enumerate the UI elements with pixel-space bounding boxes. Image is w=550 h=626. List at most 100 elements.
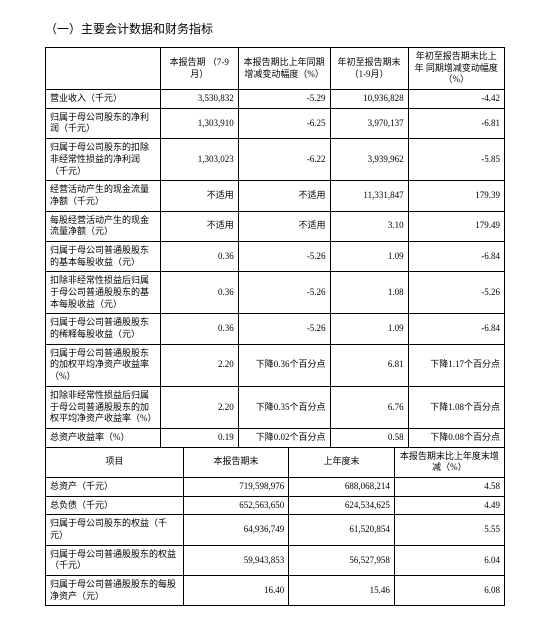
row-label: 归属于母公司股东的净利润（千元） (46, 108, 161, 138)
cell-value: 1.09 (330, 314, 408, 344)
cell-value: 4.49 (394, 496, 504, 515)
cell-value: 6.76 (330, 386, 408, 428)
col-header: 本报告期末 (183, 447, 289, 477)
cell-value: 0.36 (160, 241, 238, 271)
cell-value: -6.84 (408, 314, 504, 344)
cell-value: 2.20 (160, 344, 238, 386)
table-row: 总负债（千元）652,563,650624,534,6254.49 (46, 496, 505, 515)
cell-value: 0.58 (330, 428, 408, 447)
table-row: 扣除非经常性损益后归属于母公司普通股股东的加权平均净资产收益率（%）2.20下降… (46, 386, 505, 428)
row-label: 归属于母公司普通股股东的加权平均净资产收益率（%） (46, 344, 161, 386)
table-row: 归属于母公司股东的净利润（千元）1,303,910-6.253,970,137-… (46, 108, 505, 138)
cell-value: 6.81 (330, 344, 408, 386)
cell-value: 11,331,847 (330, 181, 408, 211)
cell-value: -5.85 (408, 139, 504, 181)
cell-value: 不适用 (238, 181, 330, 211)
row-label: 每股经营活动产生的现金流量净额（元） (46, 211, 161, 241)
cell-value: 下降1.08个百分点 (408, 386, 504, 428)
cell-value: 64,936,749 (183, 515, 289, 545)
cell-value: 179.49 (408, 211, 504, 241)
cell-value: 624,534,625 (289, 496, 395, 515)
row-label: 归属于母公司普通股股东的权益（千元） (46, 545, 184, 575)
cell-value: 不适用 (160, 211, 238, 241)
cell-value: 下降0.02个百分点 (238, 428, 330, 447)
row-label: 营业收入（千元） (46, 90, 161, 109)
cell-value: 下降0.36个百分点 (238, 344, 330, 386)
cell-value: 10,936,828 (330, 90, 408, 109)
cell-value: 0.36 (160, 272, 238, 314)
cell-value: 不适用 (238, 211, 330, 241)
table-row: 每股经营活动产生的现金流量净额（元）不适用不适用3.10179.49 (46, 211, 505, 241)
cell-value: 1,303,023 (160, 139, 238, 181)
cell-value: -6.25 (238, 108, 330, 138)
cell-value: -5.29 (238, 90, 330, 109)
cell-value: 3,530,832 (160, 90, 238, 109)
row-label: 经营活动产生的现金流量净额（千元） (46, 181, 161, 211)
cell-value: 719,598,976 (183, 477, 289, 496)
row-label: 总资产收益率（%） (46, 428, 161, 447)
table-row: 营业收入（千元）3,530,832-5.2910,936,828-4.42 (46, 90, 505, 109)
col-header: 年初至报告期末比上年 同期增减变动幅度（%） (408, 48, 504, 90)
cell-value: -6.81 (408, 108, 504, 138)
cell-value: 1,303,910 (160, 108, 238, 138)
cell-value: 688,068,214 (289, 477, 395, 496)
row-label: 归属于母公司普通股股东的每股净资产（元） (46, 576, 184, 606)
col-header: 本报告期比上年同期 增减变动幅度（%） (238, 48, 330, 90)
financial-table-2: 项目本报告期末上年度末本报告期末比上年度末增减（%）总资产（千元）719,598… (45, 447, 505, 607)
cell-value: 下降1.17个百分点 (408, 344, 504, 386)
cell-value: 下降0.35个百分点 (238, 386, 330, 428)
cell-value: 0.19 (160, 428, 238, 447)
cell-value: -6.22 (238, 139, 330, 181)
table-row: 归属于母公司普通股股东的基本每股收益（元）0.36-5.261.09-6.84 (46, 241, 505, 271)
cell-value: 6.04 (394, 545, 504, 575)
financial-table-1: 本报告期 （7-9月）本报告期比上年同期 增减变动幅度（%）年初至报告期末 （1… (45, 47, 505, 448)
cell-value: -5.26 (238, 241, 330, 271)
cell-value: 3,939,962 (330, 139, 408, 181)
cell-value: 179.39 (408, 181, 504, 211)
col-header: 年初至报告期末 （1-9月） (330, 48, 408, 90)
row-label: 扣除非经常性损益后归属于母公司普通股股东的基本每股收益（元） (46, 272, 161, 314)
cell-value: 6.08 (394, 576, 504, 606)
cell-value: 1.08 (330, 272, 408, 314)
cell-value: 3,970,137 (330, 108, 408, 138)
row-label: 归属于母公司普通股股东的稀释每股收益（元） (46, 314, 161, 344)
row-label: 归属于母公司股东的权益（千元） (46, 515, 184, 545)
table-row: 归属于母公司普通股股东的稀释每股收益（元）0.36-5.261.09-6.84 (46, 314, 505, 344)
table-row: 归属于母公司普通股股东的每股净资产（元）16.4015.466.08 (46, 576, 505, 606)
col-header: 项目 (46, 447, 184, 477)
cell-value: 下降0.08个百分点 (408, 428, 504, 447)
row-label: 总负债（千元） (46, 496, 184, 515)
table-row: 归属于母公司股东的扣除非经常性损益的净利润（千元）1,303,023-6.223… (46, 139, 505, 181)
table-row: 归属于母公司股东的权益（千元）64,936,74961,520,8545.55 (46, 515, 505, 545)
cell-value: 3.10 (330, 211, 408, 241)
table-row: 总资产（千元）719,598,976688,068,2144.58 (46, 477, 505, 496)
cell-value: 1.09 (330, 241, 408, 271)
cell-value: 61,520,854 (289, 515, 395, 545)
col-header: 本报告期 （7-9月） (160, 48, 238, 90)
cell-value: -5.26 (408, 272, 504, 314)
col-label (46, 48, 161, 90)
cell-value: 0.36 (160, 314, 238, 344)
col-header: 本报告期末比上年度末增减（%） (394, 447, 504, 477)
cell-value: 15.46 (289, 576, 395, 606)
table-row: 扣除非经常性损益后归属于母公司普通股股东的基本每股收益（元）0.36-5.261… (46, 272, 505, 314)
row-label: 归属于母公司普通股股东的基本每股收益（元） (46, 241, 161, 271)
cell-value: 4.58 (394, 477, 504, 496)
table-row: 归属于母公司普通股股东的权益（千元）59,943,85356,527,9586.… (46, 545, 505, 575)
cell-value: -5.26 (238, 272, 330, 314)
section-heading: （一）主要会计数据和财务指标 (45, 20, 505, 37)
cell-value: 5.55 (394, 515, 504, 545)
cell-value: -4.42 (408, 90, 504, 109)
row-label: 扣除非经常性损益后归属于母公司普通股股东的加权平均净资产收益率（%） (46, 386, 161, 428)
row-label: 归属于母公司股东的扣除非经常性损益的净利润（千元） (46, 139, 161, 181)
cell-value: -6.84 (408, 241, 504, 271)
col-header: 上年度末 (289, 447, 395, 477)
cell-value: 59,943,853 (183, 545, 289, 575)
table-row: 经营活动产生的现金流量净额（千元）不适用不适用11,331,847179.39 (46, 181, 505, 211)
cell-value: 56,527,958 (289, 545, 395, 575)
cell-value: 不适用 (160, 181, 238, 211)
table-row: 归属于母公司普通股股东的加权平均净资产收益率（%）2.20下降0.36个百分点6… (46, 344, 505, 386)
cell-value: 652,563,650 (183, 496, 289, 515)
table-row: 总资产收益率（%）0.19下降0.02个百分点0.58下降0.08个百分点 (46, 428, 505, 447)
row-label: 总资产（千元） (46, 477, 184, 496)
